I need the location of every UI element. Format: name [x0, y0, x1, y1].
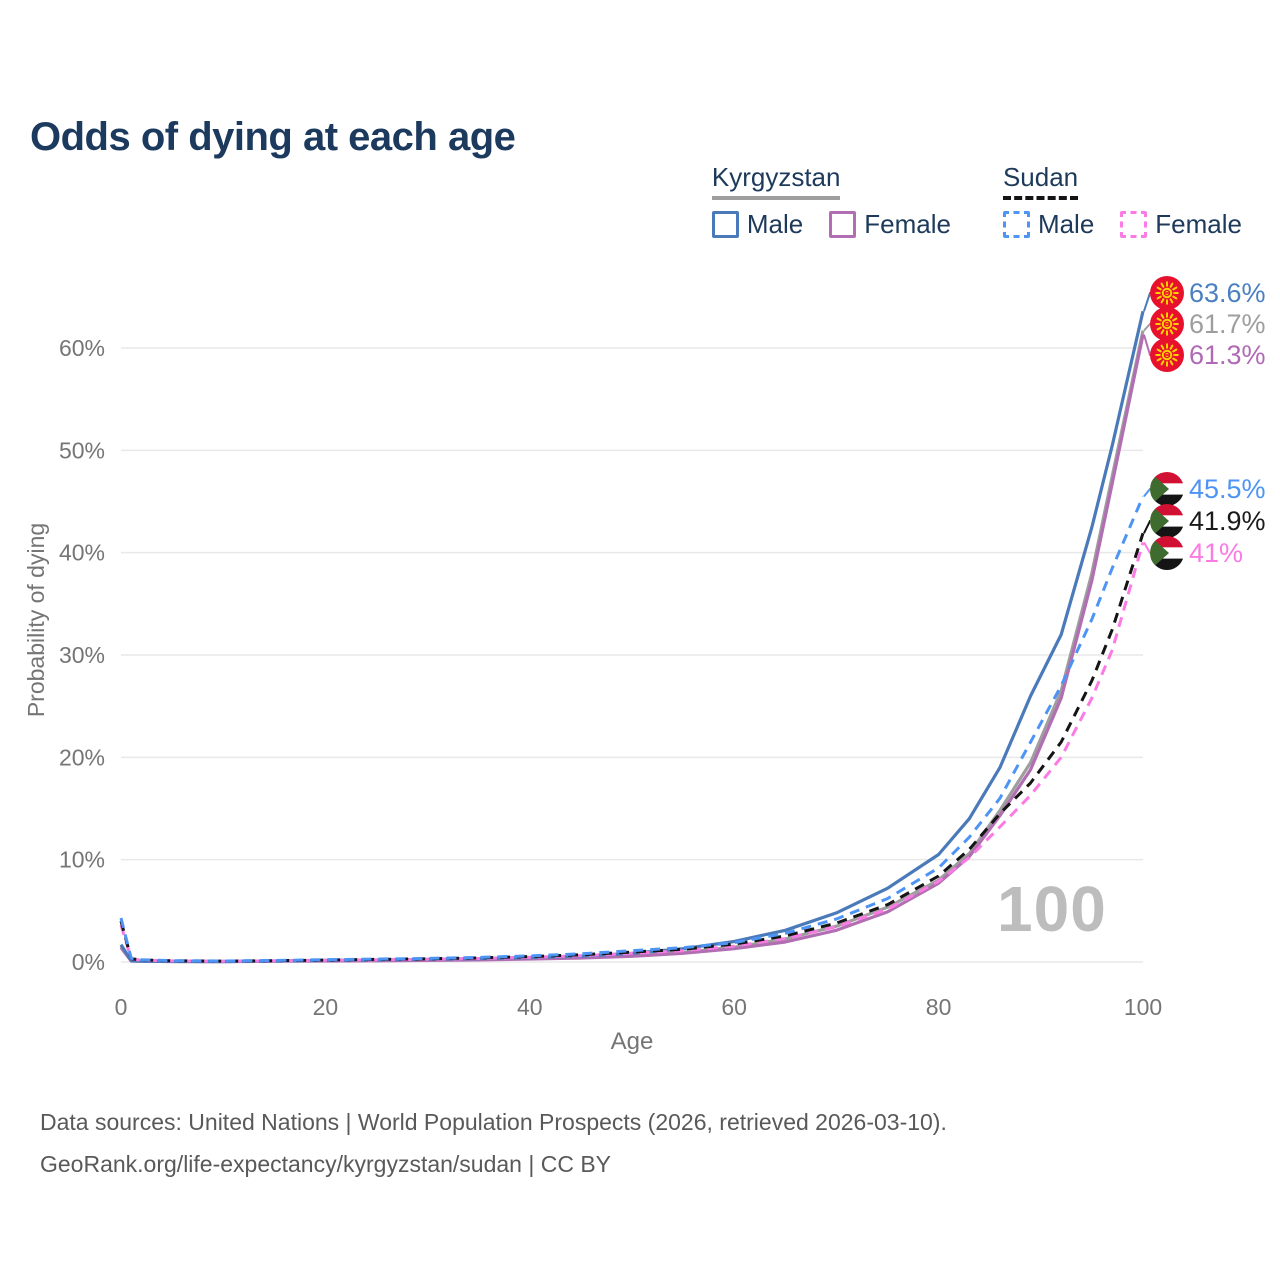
flag-icon-sudan [1150, 472, 1184, 506]
y-tick-label-40: 40% [59, 540, 105, 566]
series-line-kyrgyzstan [119, 330, 1145, 964]
series-line-kyrgyzstan-male [119, 310, 1145, 964]
legend-label-sudan-female: Female [1155, 209, 1242, 239]
chart-legend: Kyrgyzstan Male Female Sudan Male Female [711, 162, 1242, 240]
x-tick-label-40: 40 [517, 994, 543, 1020]
flag-icon-kyrgyzstan [1150, 307, 1184, 341]
footer-data-sources: Data sources: United Nations | World Pop… [40, 1109, 947, 1135]
y-tick-label-60: 60% [59, 335, 105, 361]
y-tick-label-10: 10% [59, 847, 105, 873]
y-axis-title: Probability of dying [23, 523, 49, 717]
legend-swatch-kyrgyzstan-male-icon [711, 211, 739, 238]
legend-swatch-kyrgyzstan-female-icon [829, 211, 857, 238]
end-label-kyrgyzstan-female: 61.3% [1189, 340, 1266, 370]
series-line-kyrgyzstan-female [119, 334, 1145, 964]
flag-icon-kyrgyzstan [1150, 276, 1184, 310]
y-tick-label-30: 30% [59, 642, 105, 668]
end-label-kyrgyzstan: 61.7% [1189, 309, 1266, 339]
series-line-sudan [119, 532, 1145, 963]
legend-group-kyrgyzstan: Kyrgyzstan Male Female [711, 162, 951, 240]
legend-items-sudan: Male Female [1002, 209, 1242, 240]
legend-group-sudan: Sudan Male Female [1002, 162, 1242, 240]
x-tick-label-20: 20 [313, 994, 339, 1020]
y-tick-label-0: 0% [72, 949, 105, 975]
x-tick-label-80: 80 [926, 994, 952, 1020]
x-tick-label-0: 0 [115, 994, 128, 1020]
end-label-sudan: 41.9% [1189, 506, 1266, 536]
legend-swatch-sudan-female-icon [1120, 211, 1148, 238]
end-label-sudan-male: 45.5% [1189, 474, 1266, 504]
flag-icon-sudan [1150, 536, 1184, 570]
legend-label-kyrgyzstan-male: Male [746, 209, 804, 239]
legend-swatch-sudan-male-icon [1002, 211, 1030, 238]
legend-items-kyrgyzstan: Male Female [711, 209, 951, 240]
age-indicator: 100 [997, 873, 1107, 945]
legend-item-sudan-male[interactable]: Male [1002, 209, 1095, 240]
legend-country-sudan[interactable]: Sudan [1002, 162, 1079, 200]
y-tick-label-50: 50% [59, 437, 105, 463]
legend-label-kyrgyzstan-female: Female [864, 209, 951, 239]
y-tick-label-20: 20% [59, 744, 105, 770]
flag-icon-sudan [1150, 504, 1184, 538]
footer-attribution: GeoRank.org/life-expectancy/kyrgyzstan/s… [40, 1151, 612, 1177]
page-title: Odds of dying at each age [30, 114, 516, 159]
legend-country-kyrgyzstan[interactable]: Kyrgyzstan [711, 162, 841, 200]
legend-item-kyrgyzstan-male[interactable]: Male [711, 209, 804, 240]
x-tick-label-60: 60 [721, 994, 747, 1020]
end-label-kyrgyzstan-male: 63.6% [1189, 278, 1266, 308]
series-line-sudan-female [119, 541, 1145, 963]
x-tick-label-100: 100 [1124, 994, 1162, 1020]
flag-icon-kyrgyzstan [1150, 338, 1184, 372]
legend-item-kyrgyzstan-female[interactable]: Female [829, 209, 951, 240]
end-label-sudan-female: 41% [1189, 538, 1243, 568]
x-axis-title: Age [611, 1028, 654, 1055]
series-line-sudan-male [119, 495, 1145, 963]
legend-item-sudan-female[interactable]: Female [1120, 209, 1242, 240]
legend-label-sudan-male: Male [1037, 209, 1095, 239]
